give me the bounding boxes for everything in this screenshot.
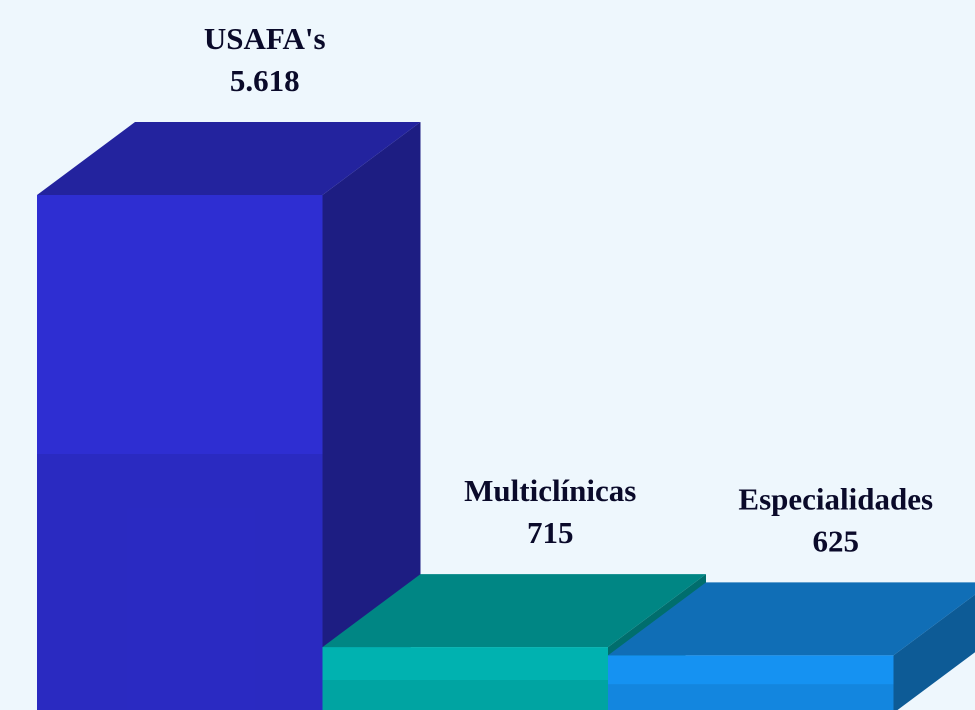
bar-shade	[608, 684, 894, 710]
plot-area	[37, 122, 975, 710]
bar	[608, 655, 894, 710]
bar	[322, 647, 608, 710]
value-label: 715	[527, 515, 574, 550]
bar-top	[322, 574, 706, 648]
bar-top	[608, 582, 975, 656]
bar-shade	[37, 454, 323, 710]
bar	[37, 195, 323, 710]
bar-top	[37, 122, 421, 195]
bar-side	[893, 594, 975, 710]
value-label: 5.618	[230, 63, 300, 98]
bar-side	[322, 122, 421, 710]
category-label: USAFA's	[204, 21, 326, 56]
category-label: Especialidades	[738, 481, 933, 516]
value-label: 625	[813, 523, 860, 558]
category-label: Multiclínicas	[464, 473, 636, 508]
bar-shade	[322, 680, 608, 710]
